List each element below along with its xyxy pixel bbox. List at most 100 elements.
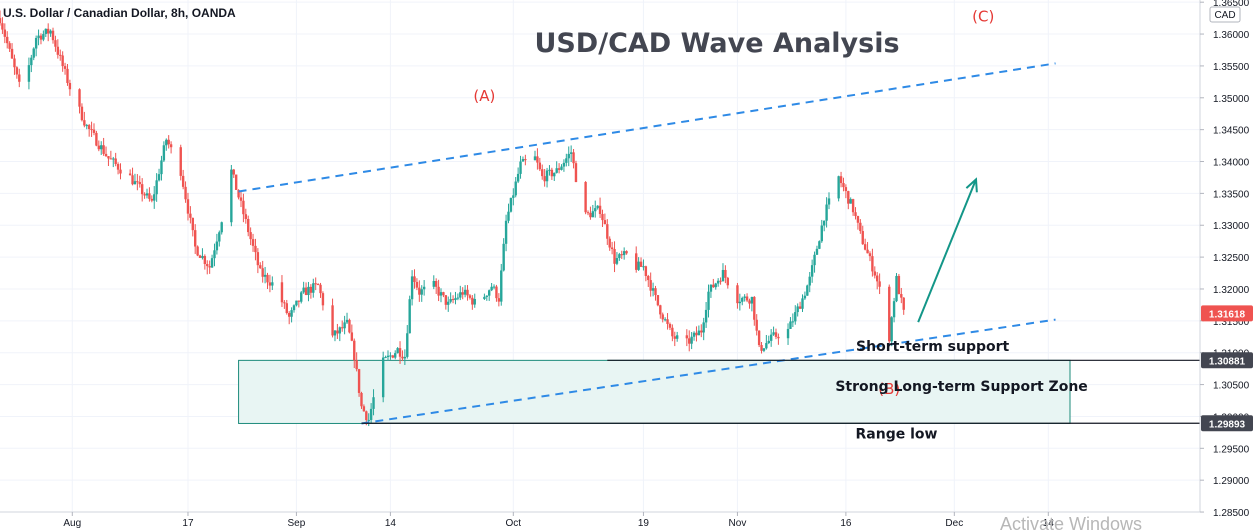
candle-down [620, 254, 623, 256]
candle-up [30, 57, 33, 66]
candle-up [796, 306, 799, 313]
candle-up [675, 335, 679, 339]
candle-up [201, 256, 204, 258]
candle-down [6, 36, 9, 44]
candle-down [639, 261, 643, 267]
candle-up [741, 297, 744, 302]
candle-up [594, 208, 597, 212]
candle-up [483, 296, 486, 299]
candle-down [745, 296, 749, 301]
level-tag-short-term: 1.30881 [1201, 352, 1253, 369]
candle-up [447, 301, 450, 305]
candle-up [890, 317, 893, 342]
candle-down [119, 169, 122, 174]
candle-up [449, 299, 452, 302]
candle-down [572, 152, 575, 164]
projection-arrow[interactable] [917, 178, 977, 323]
candle-down [757, 330, 761, 346]
candle-up [162, 145, 166, 161]
candle-down [659, 305, 662, 315]
candle-down [150, 198, 154, 201]
candle-down [668, 323, 672, 328]
candle-down [203, 256, 207, 265]
candle-up [709, 284, 713, 292]
candle-down [471, 297, 474, 305]
candle-down [538, 162, 542, 170]
candle-down [189, 213, 192, 218]
candle-up [704, 309, 708, 323]
price-axis[interactable]: 1.285001.290001.295001.300001.305001.310… [1199, 0, 1253, 519]
candle-down [97, 145, 101, 150]
candle-down [876, 275, 879, 282]
annotation-wave: (C) [972, 7, 994, 25]
candle-down [114, 158, 117, 165]
candle-down [304, 287, 308, 296]
candle-down [0, 18, 2, 24]
candle-down [131, 175, 134, 185]
candle-up [422, 286, 426, 290]
candle-up [690, 336, 693, 344]
candle-down [854, 212, 857, 217]
candle-down [601, 214, 604, 221]
chart-title: USD/CAD Wave Analysis [534, 28, 899, 59]
candle-down [254, 245, 257, 253]
candle-up [849, 199, 852, 204]
candle-up [160, 160, 163, 175]
candle-up [892, 301, 896, 318]
candle-down [868, 253, 872, 257]
candle-up [32, 48, 35, 58]
candle-down [68, 82, 72, 90]
candle-up [410, 276, 414, 300]
candle-down [584, 182, 587, 213]
candle-up [813, 254, 816, 266]
candle-up [716, 280, 720, 284]
candle-down [736, 285, 739, 304]
upper-channel-line[interactable] [238, 62, 1056, 193]
candle-up [618, 254, 621, 259]
lower-channel-line[interactable] [361, 318, 1056, 425]
current-price-tag-text: 1.31618 [1209, 309, 1246, 320]
candle-down [649, 280, 652, 291]
candle-down [321, 293, 325, 306]
time-axis[interactable]: Aug 17 Sep 14 Oct 19 Nov 16 Dec 14 [0, 511, 1200, 529]
candle-down [259, 265, 262, 269]
candle-up [895, 275, 898, 302]
candle-down [606, 224, 609, 239]
candle-up [218, 232, 221, 242]
candle-down [608, 238, 611, 248]
y-tick-label: 1.31500 [1213, 317, 1250, 328]
candle-up [615, 258, 619, 264]
candle-up [153, 194, 156, 201]
candle-down [138, 182, 141, 185]
candle-down [148, 193, 151, 199]
candle-down [128, 173, 132, 176]
candle-down [66, 68, 69, 83]
candle-up [230, 169, 233, 223]
candle-down [244, 214, 248, 219]
candle-up [263, 274, 267, 277]
candle-up [786, 328, 790, 339]
candle-down [169, 144, 173, 148]
annotation-note: Range low [856, 427, 938, 443]
x-tick-label: Sep [288, 518, 306, 529]
candle-down [871, 256, 874, 272]
candle-down [391, 355, 395, 358]
candle-down [900, 294, 903, 298]
x-tick-label: 14 [1043, 518, 1055, 529]
candle-up [372, 397, 375, 409]
candle-down [755, 319, 758, 331]
candle-down [46, 28, 50, 34]
candle-up [403, 356, 407, 359]
candle-down [107, 156, 110, 159]
candle-down [56, 46, 60, 55]
candle-up [569, 152, 573, 154]
candle-down [63, 66, 67, 69]
candle-up [389, 355, 392, 357]
candle-down [700, 330, 703, 333]
candle-down [206, 264, 209, 267]
candle-up [290, 310, 293, 317]
x-tick-label: Dec [945, 518, 963, 529]
candle-down [143, 194, 146, 196]
candle-up [516, 173, 520, 182]
